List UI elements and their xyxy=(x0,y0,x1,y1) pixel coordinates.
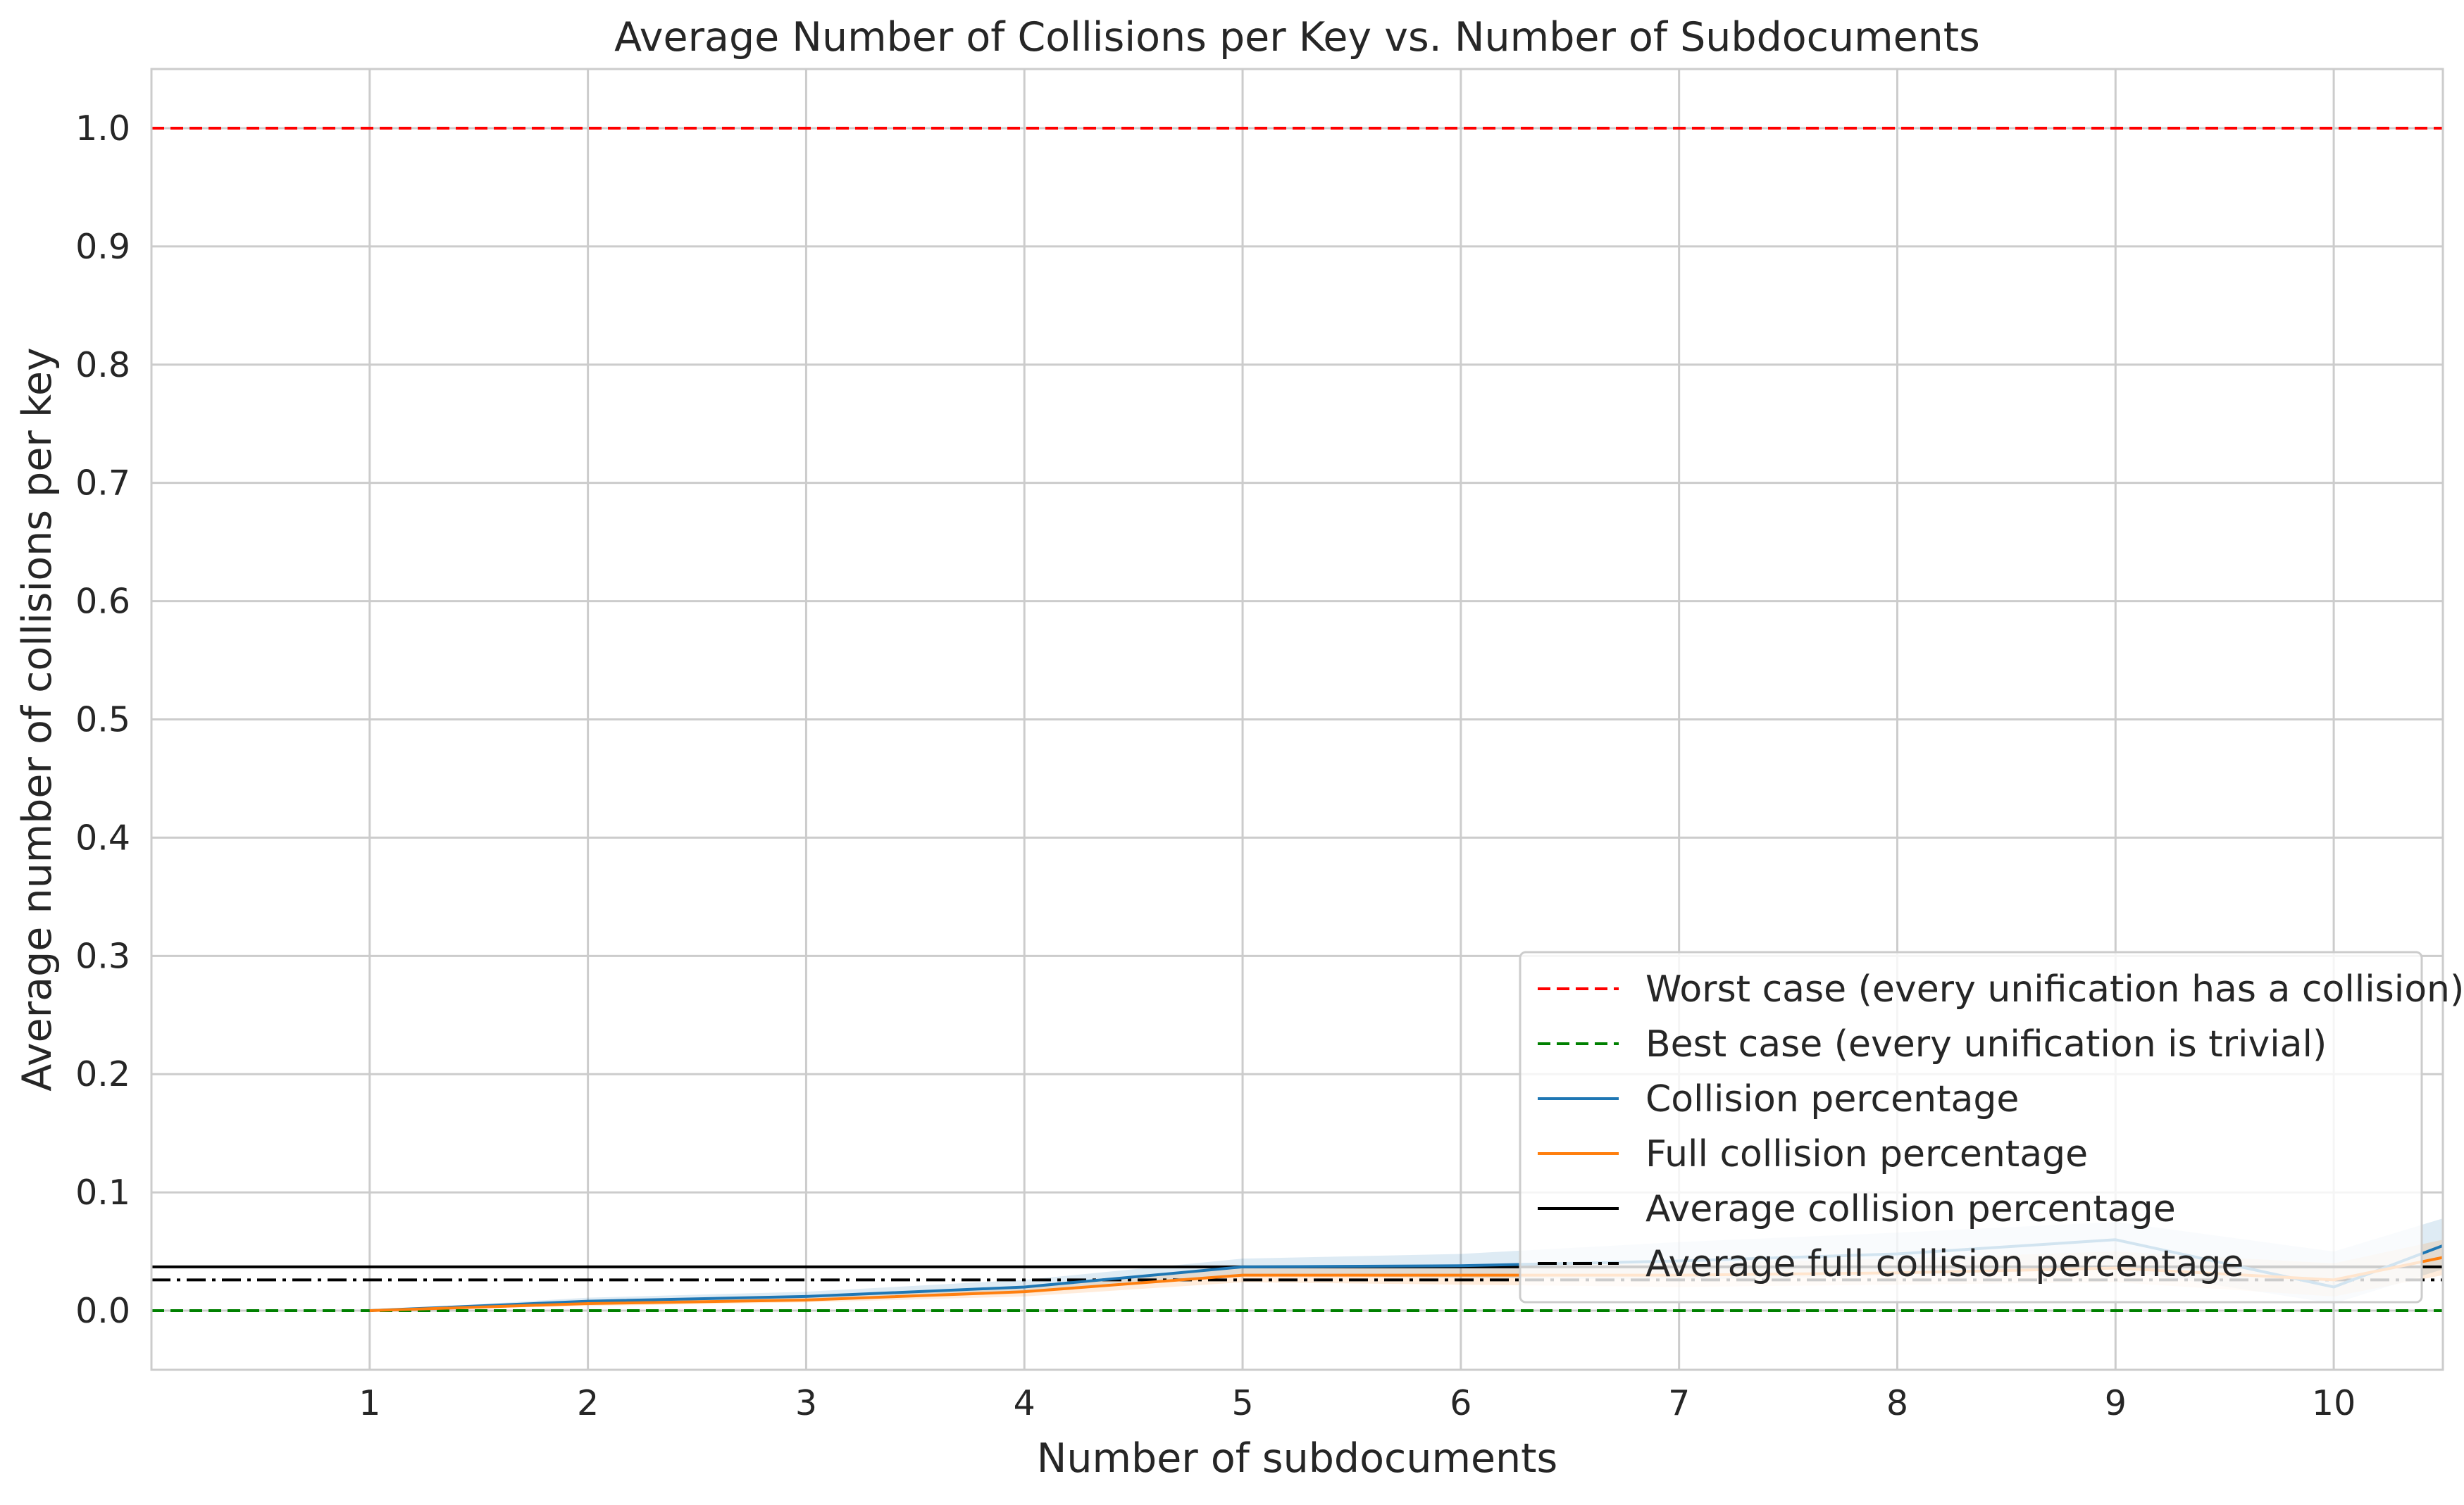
y-tick-label: 0.0 xyxy=(75,1291,130,1331)
x-tick-label: 3 xyxy=(795,1383,817,1423)
x-tick-label: 10 xyxy=(2312,1383,2356,1423)
x-tick-label: 9 xyxy=(2105,1383,2127,1423)
chart-title: Average Number of Collisions per Key vs.… xyxy=(614,14,1980,61)
legend-label: Best case (every unification is trivial) xyxy=(1645,1023,2327,1066)
x-axis-label: Number of subdocuments xyxy=(1037,1435,1557,1482)
x-tick-label: 5 xyxy=(1231,1383,1253,1423)
legend: Worst case (every unification has a coll… xyxy=(1519,951,2464,1304)
y-tick-label: 0.1 xyxy=(75,1173,130,1213)
x-tick-label: 2 xyxy=(577,1383,599,1423)
y-tick-label: 0.2 xyxy=(75,1054,130,1094)
legend-label: Average full collision percentage xyxy=(1645,1243,2244,1285)
x-tick-label: 7 xyxy=(1668,1383,1690,1423)
y-tick-label: 0.5 xyxy=(75,700,130,740)
x-tick-label: 6 xyxy=(1450,1383,1471,1423)
y-tick-label: 0.8 xyxy=(75,345,130,385)
legend-label: Full collision percentage xyxy=(1645,1133,2088,1175)
y-tick-label: 0.9 xyxy=(75,227,130,267)
y-tick-label: 1.0 xyxy=(75,108,130,149)
y-axis-label: Average number of collisions per key xyxy=(14,347,61,1091)
legend-label: Average collision percentage xyxy=(1645,1188,2176,1230)
legend-label: Collision percentage xyxy=(1645,1078,2019,1120)
y-tick-label: 0.6 xyxy=(75,582,130,622)
x-tick-label: 4 xyxy=(1014,1383,1035,1423)
y-tick-label: 0.7 xyxy=(75,463,130,504)
tick-labels: 1 2 3 4 5 6 7 8 9 10 0.0 0.1 0.2 0.3 0.4 0.5 0.6 0.7 0.8 0.… xyxy=(75,108,2356,1423)
y-tick-label: 0.4 xyxy=(75,818,130,858)
plot-frame xyxy=(150,68,2444,1371)
legend-label: Worst case (every unification has a coll… xyxy=(1645,968,2464,1011)
y-tick-label: 0.3 xyxy=(75,936,130,976)
x-tick-label: 8 xyxy=(1886,1383,1908,1423)
x-tick-label: 1 xyxy=(359,1383,380,1423)
legend-box xyxy=(1519,951,2423,1304)
